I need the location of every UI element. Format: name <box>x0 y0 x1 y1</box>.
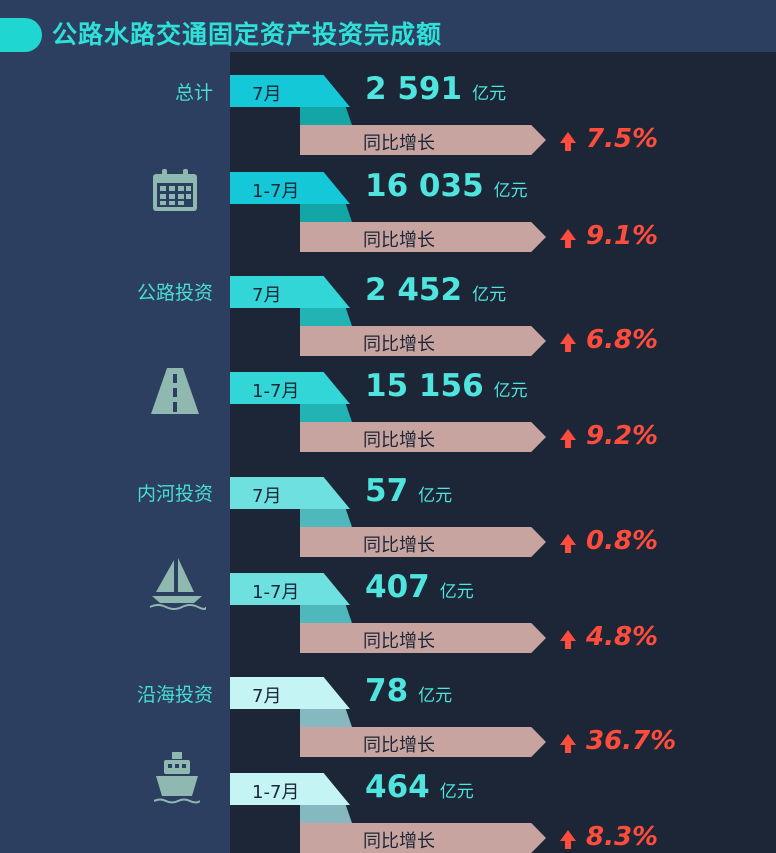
growth-value: 4.8% <box>560 622 658 652</box>
value-unit: 亿元 <box>472 84 507 104</box>
category-label-total: 总计 <box>174 82 213 104</box>
header-bar: 公路水路交通固定资产投资完成额 <box>0 0 776 52</box>
growth-band: 同比增长 <box>300 527 546 557</box>
growth-band: 同比增长 <box>300 727 546 757</box>
growth-value: 9.1% <box>560 221 658 251</box>
growth-percent: 6.8% <box>586 325 659 355</box>
period-label: 7月 <box>252 486 282 507</box>
growth-band: 同比增长 <box>300 326 546 356</box>
up-arrow-icon <box>560 429 576 448</box>
value-number: 16 035 <box>365 168 484 204</box>
growth-band: 同比增长 <box>300 125 546 155</box>
header-pill-decoration <box>0 18 42 52</box>
up-arrow-icon <box>560 229 576 248</box>
value-number: 2 452 <box>365 272 463 308</box>
growth-label: 同比增长 <box>363 735 435 756</box>
period-label: 1-7月 <box>252 782 300 803</box>
value-number: 15 156 <box>365 368 484 404</box>
calendar-icon <box>153 169 197 211</box>
up-arrow-icon <box>560 132 576 151</box>
up-arrow-icon <box>560 534 576 553</box>
growth-band: 同比增长 <box>300 422 546 452</box>
value-unit: 亿元 <box>493 181 528 201</box>
growth-value: 9.2% <box>560 421 658 451</box>
value-number: 78 <box>365 673 409 709</box>
tag-fold <box>300 404 352 422</box>
value-readout: 16 035 亿元 <box>365 168 528 204</box>
tag-fold <box>300 509 352 527</box>
period-label: 7月 <box>252 84 282 105</box>
value-readout: 78 亿元 <box>365 673 452 709</box>
growth-percent: 9.2% <box>586 421 659 451</box>
value-unit: 亿元 <box>418 686 453 706</box>
value-readout: 407 亿元 <box>365 569 474 605</box>
period-label: 1-7月 <box>252 381 300 402</box>
value-unit: 亿元 <box>472 285 507 305</box>
growth-label: 同比增长 <box>363 133 435 154</box>
up-arrow-icon <box>560 630 576 649</box>
page-title: 公路水路交通固定资产投资完成额 <box>52 20 443 49</box>
value-number: 2 591 <box>365 71 463 107</box>
value-unit: 亿元 <box>418 486 453 506</box>
growth-label: 同比增长 <box>363 831 435 852</box>
ship-icon <box>154 752 200 804</box>
period-tag: 1-7月 <box>230 773 350 805</box>
growth-value: 7.5% <box>560 124 658 154</box>
category-label-highway: 公路投资 <box>136 282 213 304</box>
growth-band: 同比增长 <box>300 222 546 252</box>
growth-value: 36.7% <box>560 726 676 756</box>
period-tag: 1-7月 <box>230 172 350 204</box>
growth-percent: 36.7% <box>586 726 677 756</box>
value-number: 464 <box>365 769 430 805</box>
tag-fold <box>300 204 352 222</box>
growth-percent: 8.3% <box>586 822 659 852</box>
growth-label: 同比增长 <box>363 535 435 556</box>
value-number: 407 <box>365 569 430 605</box>
period-label: 7月 <box>252 686 282 707</box>
growth-label: 同比增长 <box>363 334 435 355</box>
growth-value: 6.8% <box>560 325 658 355</box>
tag-fold <box>300 805 352 823</box>
growth-label: 同比增长 <box>363 430 435 451</box>
sailboat-icon <box>149 558 206 610</box>
growth-percent: 4.8% <box>586 622 659 652</box>
tag-fold <box>300 709 352 727</box>
period-label: 1-7月 <box>252 582 300 603</box>
period-label: 7月 <box>252 285 282 306</box>
value-readout: 2 591 亿元 <box>365 71 506 107</box>
period-label: 1-7月 <box>252 181 300 202</box>
growth-band: 同比增长 <box>300 623 546 653</box>
growth-percent: 9.1% <box>586 221 659 251</box>
value-unit: 亿元 <box>439 582 474 602</box>
value-readout: 15 156 亿元 <box>365 368 528 404</box>
value-number: 57 <box>365 473 409 509</box>
growth-percent: 7.5% <box>586 124 659 154</box>
growth-percent: 0.8% <box>586 526 659 556</box>
up-arrow-icon <box>560 830 576 849</box>
growth-label: 同比增长 <box>363 631 435 652</box>
growth-band: 同比增长 <box>300 823 546 853</box>
category-label-river: 内河投资 <box>136 483 213 505</box>
tag-fold <box>300 107 352 125</box>
period-tag: 7月 <box>230 677 350 709</box>
growth-value: 0.8% <box>560 526 658 556</box>
value-unit: 亿元 <box>439 782 474 802</box>
up-arrow-icon <box>560 734 576 753</box>
up-arrow-icon <box>560 333 576 352</box>
value-readout: 464 亿元 <box>365 769 474 805</box>
growth-label: 同比增长 <box>363 230 435 251</box>
value-unit: 亿元 <box>493 381 528 401</box>
value-readout: 2 452 亿元 <box>365 272 506 308</box>
category-label-coastal: 沿海投资 <box>136 684 213 706</box>
tag-fold <box>300 308 352 326</box>
tag-fold <box>300 605 352 623</box>
road-icon <box>151 368 199 414</box>
growth-value: 8.3% <box>560 822 658 852</box>
value-readout: 57 亿元 <box>365 473 452 509</box>
